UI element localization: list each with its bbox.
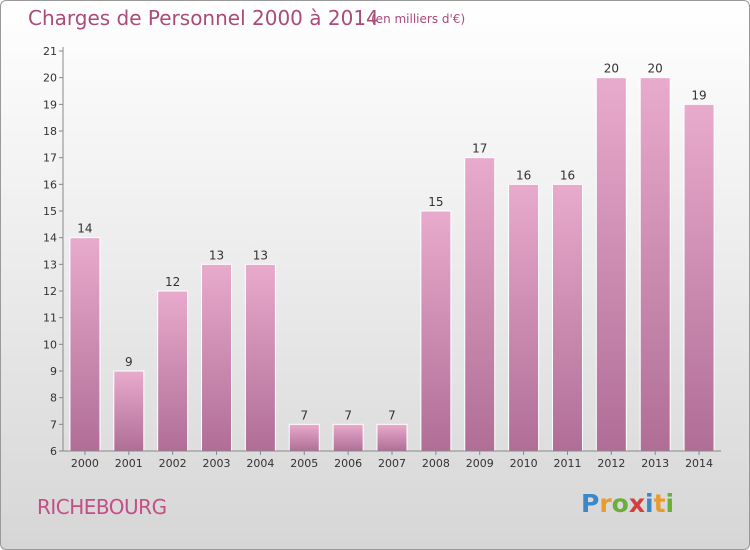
bar bbox=[683, 103, 715, 452]
x-tick-label: 2011 bbox=[553, 457, 581, 470]
bar-value-label: 9 bbox=[125, 355, 133, 369]
x-tick-label: 2001 bbox=[115, 457, 143, 470]
x-tick-label: 2000 bbox=[71, 457, 99, 470]
bar-value-label: 12 bbox=[165, 275, 180, 289]
axis-layer: 6 7 8 9 10 11 12 13 14 15 16 17 18 19 20 21 2000 2001 2002… bbox=[43, 45, 721, 470]
y-tick-label: 10 bbox=[43, 338, 57, 351]
bar-value-label: 16 bbox=[516, 168, 531, 182]
bar bbox=[508, 183, 540, 452]
bar-value-label: 7 bbox=[388, 408, 396, 422]
bar bbox=[332, 423, 364, 452]
logo-letter: i bbox=[645, 489, 654, 518]
bar-value-label: 20 bbox=[604, 62, 619, 76]
logo-letter: x bbox=[628, 489, 645, 518]
x-tick-label: 2007 bbox=[378, 457, 406, 470]
bar-value-label: 17 bbox=[472, 142, 487, 156]
chart-subtitle: (en milliers d'€) bbox=[371, 12, 466, 26]
bar-value-label: 15 bbox=[428, 195, 443, 209]
logo-letter: r bbox=[599, 489, 612, 518]
x-tick-label: 2002 bbox=[159, 457, 187, 470]
bar bbox=[595, 77, 627, 452]
chart-title: Charges de Personnel 2000 à 2014 bbox=[28, 6, 379, 30]
bar bbox=[551, 183, 583, 452]
y-tick-label: 17 bbox=[43, 152, 57, 165]
x-tick-label: 2013 bbox=[641, 457, 669, 470]
y-tick-label: 20 bbox=[43, 72, 57, 85]
proxiti-logo: Proxiti bbox=[581, 489, 674, 518]
logo-letter: t bbox=[653, 489, 666, 518]
y-tick-label: 6 bbox=[50, 445, 57, 458]
bar bbox=[157, 290, 189, 452]
bar-value-label: 7 bbox=[300, 408, 308, 422]
y-tick-label: 9 bbox=[50, 365, 57, 378]
x-tick-label: 2014 bbox=[685, 457, 713, 470]
y-tick-label: 14 bbox=[43, 232, 57, 245]
x-tick-label: 2005 bbox=[290, 457, 318, 470]
x-tick-label: 2006 bbox=[334, 457, 362, 470]
bar-value-label: 19 bbox=[691, 88, 706, 102]
bar-value-label: 14 bbox=[77, 222, 92, 236]
bar-value-label: 20 bbox=[648, 62, 663, 76]
bar bbox=[201, 263, 233, 452]
bar bbox=[464, 157, 496, 452]
y-tick-label: 18 bbox=[43, 125, 57, 138]
bar bbox=[376, 423, 408, 452]
bar bbox=[420, 210, 452, 452]
bar-value-label: 13 bbox=[253, 248, 268, 262]
bar bbox=[288, 423, 320, 452]
bar bbox=[69, 237, 101, 452]
y-tick-label: 11 bbox=[43, 312, 57, 325]
x-tick-label: 2010 bbox=[510, 457, 538, 470]
x-tick-label: 2003 bbox=[203, 457, 231, 470]
bar-value-label: 13 bbox=[209, 248, 224, 262]
bar bbox=[639, 77, 671, 452]
y-tick-label: 8 bbox=[50, 392, 57, 405]
x-tick-label: 2008 bbox=[422, 457, 450, 470]
y-tick-label: 7 bbox=[50, 418, 57, 431]
logo-letter: o bbox=[611, 489, 629, 518]
bar-value-label: 16 bbox=[560, 168, 575, 182]
x-tick-label: 2009 bbox=[466, 457, 494, 470]
bars-layer: 14 9 12 13 13 7 7 7 15 17 16 16 20 20 19 bbox=[69, 62, 715, 452]
y-tick-label: 12 bbox=[43, 285, 57, 298]
y-tick-label: 15 bbox=[43, 205, 57, 218]
y-tick-label: 19 bbox=[43, 98, 57, 111]
y-tick-label: 21 bbox=[43, 45, 57, 58]
y-tick-label: 16 bbox=[43, 178, 57, 191]
bar bbox=[244, 263, 276, 452]
x-tick-label: 2012 bbox=[597, 457, 625, 470]
logo-letter: i bbox=[665, 489, 675, 518]
y-tick-label: 13 bbox=[43, 258, 57, 271]
bar bbox=[113, 370, 145, 452]
bar-value-label: 7 bbox=[344, 408, 352, 422]
commune-name: RICHEBOURG bbox=[37, 495, 167, 519]
x-tick-label: 2004 bbox=[246, 457, 274, 470]
logo-letter: P bbox=[581, 489, 600, 518]
